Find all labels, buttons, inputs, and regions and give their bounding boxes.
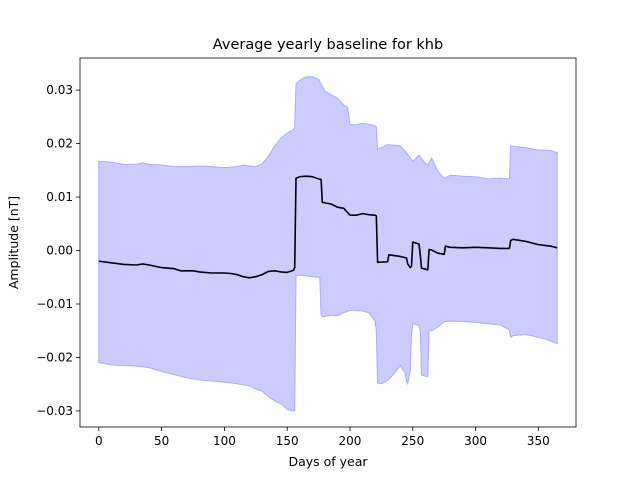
x-axis-ticks: 0 50 100 150 200 250 300 350	[95, 427, 550, 448]
y-tick-label: 0.01	[46, 190, 73, 204]
mean-baseline-line	[98, 175, 558, 279]
y-tick-label: 0.00	[46, 244, 73, 258]
x-tick-label: 0	[95, 434, 103, 448]
chart-title: Average yearly baseline for khb	[213, 37, 443, 53]
x-tick-label: 350	[527, 434, 550, 448]
x-tick-label: 100	[213, 434, 236, 448]
y-tick-label: −0.03	[36, 404, 73, 418]
y-axis-label: Amplitude [nT]	[6, 196, 21, 289]
x-tick-label: 50	[154, 434, 169, 448]
y-tick-label: −0.02	[36, 350, 73, 364]
confidence-band	[98, 76, 558, 412]
y-axis-ticks: −0.03 −0.02 −0.01 0.00 0.01 0.02 0.03	[36, 83, 80, 418]
y-tick-label: 0.02	[46, 137, 73, 151]
x-tick-label: 300	[464, 434, 487, 448]
axes-frame	[79, 57, 577, 428]
y-tick-label: −0.01	[36, 297, 73, 311]
x-axis-label: Days of year	[288, 454, 368, 469]
x-tick-label: 150	[276, 434, 299, 448]
x-tick-label: 250	[401, 434, 424, 448]
x-tick-label: 200	[339, 434, 362, 448]
y-tick-label: 0.03	[46, 83, 73, 97]
